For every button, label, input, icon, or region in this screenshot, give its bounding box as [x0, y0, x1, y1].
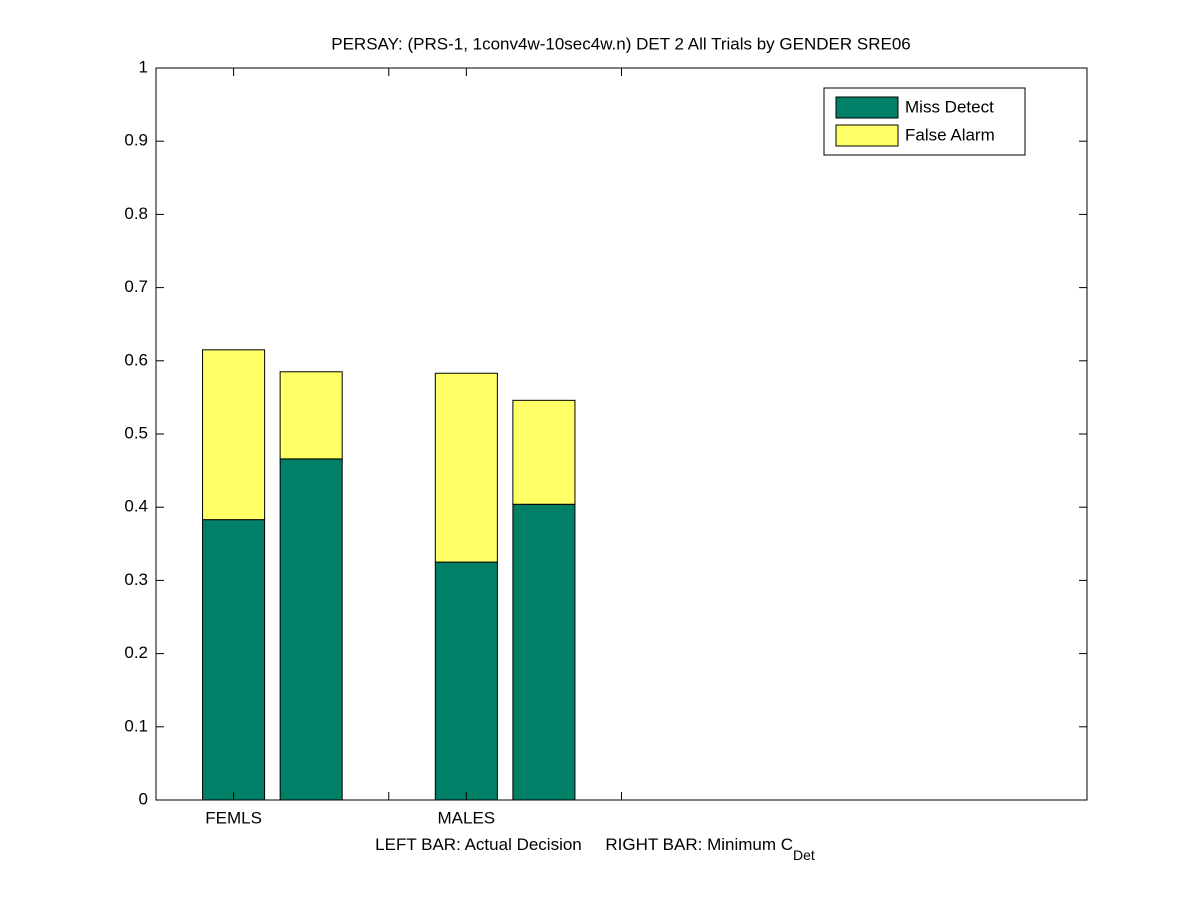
- bar-segment: [279, 371, 343, 460]
- y-tick-label: 1: [139, 57, 148, 76]
- x-axis-label-main: LEFT BAR: Actual Decision RIGHT BAR: Min…: [375, 835, 793, 854]
- y-tick-label: 0.6: [124, 350, 148, 369]
- legend-label: False Alarm: [905, 125, 995, 144]
- y-tick-label: 0.3: [124, 570, 148, 589]
- y-tick-label: 0.7: [124, 277, 148, 296]
- bar-segment: [202, 519, 266, 801]
- bar-segment: [279, 458, 343, 801]
- bar-segment: [512, 399, 576, 505]
- y-tick-label: 0.4: [124, 497, 148, 516]
- y-tick-label: 0.5: [124, 423, 148, 442]
- y-tick-label: 0.9: [124, 131, 148, 150]
- bar-segment: [434, 372, 498, 563]
- y-tick-label: 0: [139, 789, 148, 808]
- y-tick-label: 0.2: [124, 643, 148, 662]
- x-axis-label-subscript: Det: [793, 847, 815, 863]
- y-tick-label: 0.1: [124, 716, 148, 735]
- bar-segment: [434, 561, 498, 801]
- x-tick-label: MALES: [438, 808, 496, 827]
- legend-swatch: [835, 96, 899, 119]
- bar-segment: [202, 349, 266, 521]
- chart-title: PERSAY: (PRS-1, 1conv4w-10sec4w.n) DET 2…: [331, 34, 910, 53]
- x-tick-label: FEMLS: [205, 808, 262, 827]
- legend-swatch: [835, 124, 899, 147]
- legend-label: Miss Detect: [905, 97, 994, 116]
- bar-segment: [512, 503, 576, 801]
- y-tick-label: 0.8: [124, 204, 148, 223]
- x-axis-label: LEFT BAR: Actual Decision RIGHT BAR: Min…: [375, 835, 815, 862]
